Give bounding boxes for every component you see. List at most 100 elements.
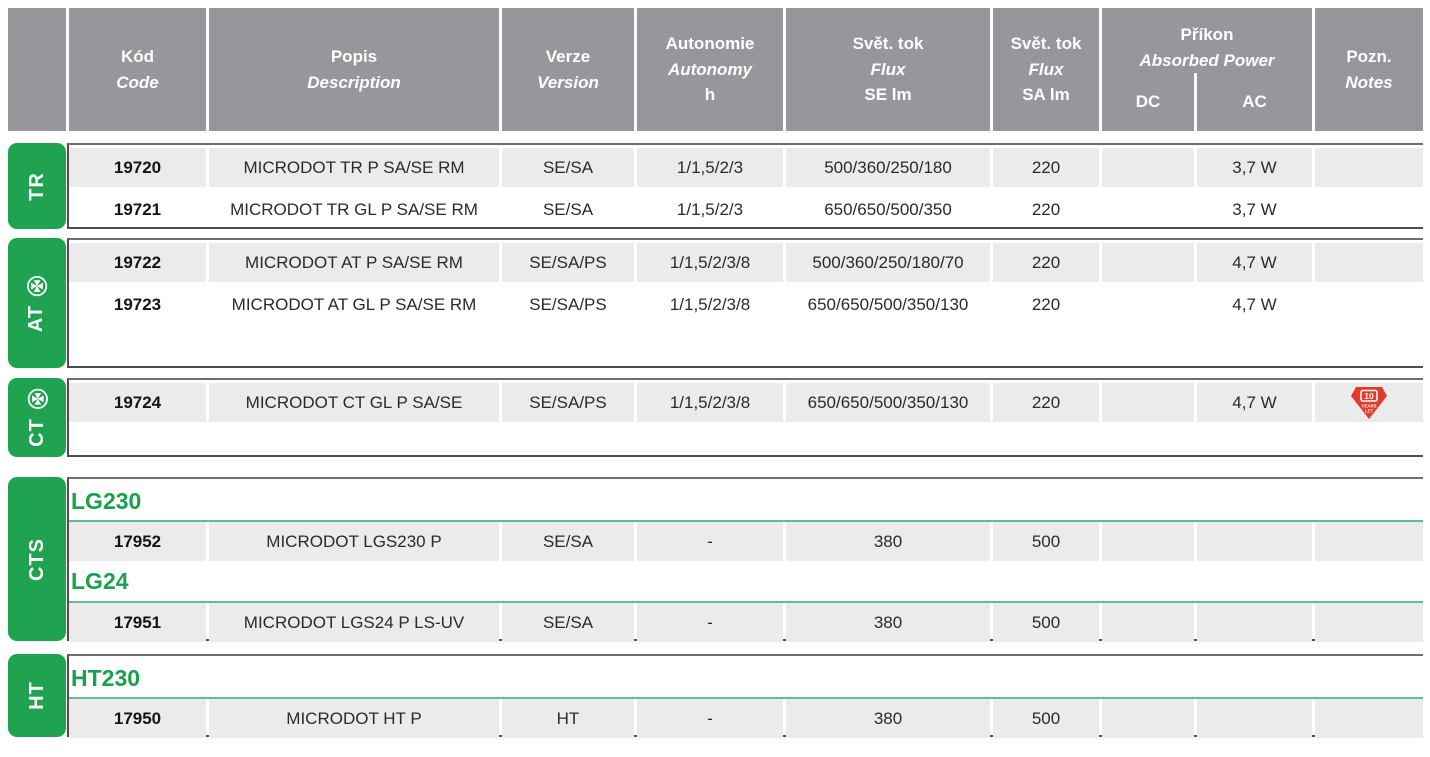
header-spacer-cell xyxy=(8,8,66,131)
header-flux-sa-cs: Svět. tok xyxy=(1010,34,1082,54)
version-cell: SE/SA xyxy=(502,603,634,642)
code-cell: 17951 xyxy=(69,603,206,642)
header-autonomy: Autonomie Autonomy h xyxy=(637,8,783,131)
code-cell: 19721 xyxy=(113,199,162,219)
autonomy-cell: 1/1,5/2/3/8 xyxy=(637,383,783,422)
section-cts-body: LG230 17952 MICRODOT LGS230 P SE/SA - 38… xyxy=(67,477,1423,642)
version-cell: SE/SA xyxy=(542,199,594,219)
table-row: 17951 MICRODOT LGS24 P LS-UV SE/SA - 380… xyxy=(69,603,1423,642)
version-cell: SE/SA/PS xyxy=(502,383,634,422)
header-flux-se-en: Flux xyxy=(870,59,906,79)
notes-cell xyxy=(1315,148,1423,187)
flux-se-cell: 650/650/500/350 xyxy=(824,199,952,219)
code-cell: 19722 xyxy=(69,243,206,282)
dc-cell xyxy=(1102,285,1194,324)
autonomy-cell: 1/1,5/2/3 xyxy=(637,148,783,187)
version-cell: SE/SA/PS xyxy=(502,243,634,282)
table-row: 19723 MICRODOT AT GL P SA/SE RM SE/SA/PS… xyxy=(69,285,1423,324)
section-tab-cts: CTS xyxy=(8,477,66,641)
flux-sa-cell: 220 xyxy=(1031,294,1061,314)
table-header: Kód Code Popis Description Verze Version… xyxy=(8,8,1423,131)
version-cell: SE/SA xyxy=(502,148,634,187)
autotest-icon xyxy=(26,389,48,410)
code-cell: 19723 xyxy=(113,294,162,314)
description-cell: MICRODOT AT P SA/SE RM xyxy=(209,243,499,282)
flux-se-cell: 650/650/500/350/130 xyxy=(786,383,990,422)
autotest-icon xyxy=(26,275,48,296)
description-cell: MICRODOT HT P xyxy=(209,699,499,738)
flux-sa-cell: 220 xyxy=(993,148,1099,187)
section-ct-body: 19724 MICRODOT CT GL P SA/SE SE/SA/PS 1/… xyxy=(67,378,1423,457)
header-power-ac: AC xyxy=(1242,92,1267,112)
notes-cell xyxy=(1315,522,1423,561)
header-power-sub: DC AC xyxy=(1102,73,1312,131)
flux-se-cell: 650/650/500/350/130 xyxy=(807,294,969,314)
ac-cell: 4,7 W xyxy=(1232,294,1277,314)
section-ct: CT 19724 MICRODOT CT GL P SA/SE SE/SA/PS… xyxy=(8,378,1423,457)
header-flux-se-cs: Svět. tok xyxy=(852,34,924,54)
header-flux-se: Svět. tok Flux SE lm xyxy=(786,8,990,131)
dc-cell xyxy=(1102,243,1194,282)
section-tab-tr: TR xyxy=(8,143,66,229)
section-ht: HT HT230 17950 MICRODOT HT P HT - 380 50… xyxy=(8,654,1423,738)
dc-cell xyxy=(1102,383,1194,422)
description-cell: MICRODOT TR GL P SA/SE RM xyxy=(230,199,478,219)
section-tab-ct: CT xyxy=(8,378,66,457)
autonomy-cell: - xyxy=(637,699,783,738)
header-code-en: Code xyxy=(116,72,159,92)
section-tab-at: AT xyxy=(8,238,66,368)
table-row: 17952 MICRODOT LGS230 P SE/SA - 380 500 xyxy=(69,522,1423,561)
ac-cell: 3,7 W xyxy=(1232,199,1277,219)
code-cell: 17952 xyxy=(69,522,206,561)
flux-se-cell: 380 xyxy=(786,522,990,561)
flux-sa-cell: 220 xyxy=(1031,199,1061,219)
dc-cell xyxy=(1102,190,1194,229)
description-cell: MICRODOT CT GL P SA/SE xyxy=(209,383,499,422)
section-at-body: 19722 MICRODOT AT P SA/SE RM SE/SA/PS 1/… xyxy=(67,238,1423,368)
header-description-cs: Popis xyxy=(330,47,378,66)
flux-sa-cell: 500 xyxy=(993,699,1099,738)
code-cell: 19720 xyxy=(69,148,206,187)
header-flux-sa-unit: SA lm xyxy=(1022,85,1070,105)
dc-cell xyxy=(1102,522,1194,561)
header-power-en: Absorbed Power xyxy=(1139,50,1275,70)
10-years-badge-icon: 10 YEARS LET xyxy=(1351,386,1387,419)
table-row: 19722 MICRODOT AT P SA/SE RM SE/SA/PS 1/… xyxy=(69,243,1423,282)
header-description: Popis Description xyxy=(209,8,499,131)
flux-sa-cell: 500 xyxy=(993,603,1099,642)
header-power-cs: Příkon xyxy=(1180,25,1234,44)
svg-text:LET: LET xyxy=(1365,408,1374,413)
section-tab-ht: HT xyxy=(8,654,66,737)
table-row: 19721 MICRODOT TR GL P SA/SE RM SE/SA 1/… xyxy=(69,190,1423,229)
header-version: Verze Version xyxy=(502,8,634,131)
green-divider xyxy=(69,697,1423,699)
code-cell: 19724 xyxy=(69,383,206,422)
dc-cell xyxy=(1102,699,1194,738)
version-cell: HT xyxy=(502,699,634,738)
table-row: 19724 MICRODOT CT GL P SA/SE SE/SA/PS 1/… xyxy=(69,383,1423,422)
header-power-divider xyxy=(1194,73,1197,131)
green-divider xyxy=(69,601,1423,603)
ac-cell xyxy=(1197,699,1312,738)
header-power-title: Příkon Absorbed Power xyxy=(1139,8,1274,73)
version-cell: SE/SA xyxy=(502,522,634,561)
description-cell: MICRODOT LGS24 P LS-UV xyxy=(209,603,499,642)
flux-se-cell: 380 xyxy=(786,699,990,738)
notes-cell xyxy=(1315,603,1423,642)
ac-cell xyxy=(1197,603,1312,642)
green-divider xyxy=(69,520,1423,522)
flux-se-cell: 500/360/250/180 xyxy=(786,148,990,187)
ac-cell xyxy=(1197,522,1312,561)
version-cell: SE/SA/PS xyxy=(529,294,607,314)
header-notes-en: Notes xyxy=(1345,72,1393,92)
header-description-en: Description xyxy=(307,72,401,92)
notes-cell xyxy=(1315,285,1423,324)
notes-cell: 10 YEARS LET xyxy=(1315,383,1423,422)
flux-se-cell: 380 xyxy=(786,603,990,642)
group-title: LG230 xyxy=(71,487,142,514)
section-tr-body: 19720 MICRODOT TR P SA/SE RM SE/SA 1/1,5… xyxy=(67,143,1423,229)
flux-sa-cell: 220 xyxy=(993,383,1099,422)
dc-cell xyxy=(1102,603,1194,642)
table-row: 19720 MICRODOT TR P SA/SE RM SE/SA 1/1,5… xyxy=(69,148,1423,187)
autonomy-cell: 1/1,5/2/3 xyxy=(676,199,744,219)
